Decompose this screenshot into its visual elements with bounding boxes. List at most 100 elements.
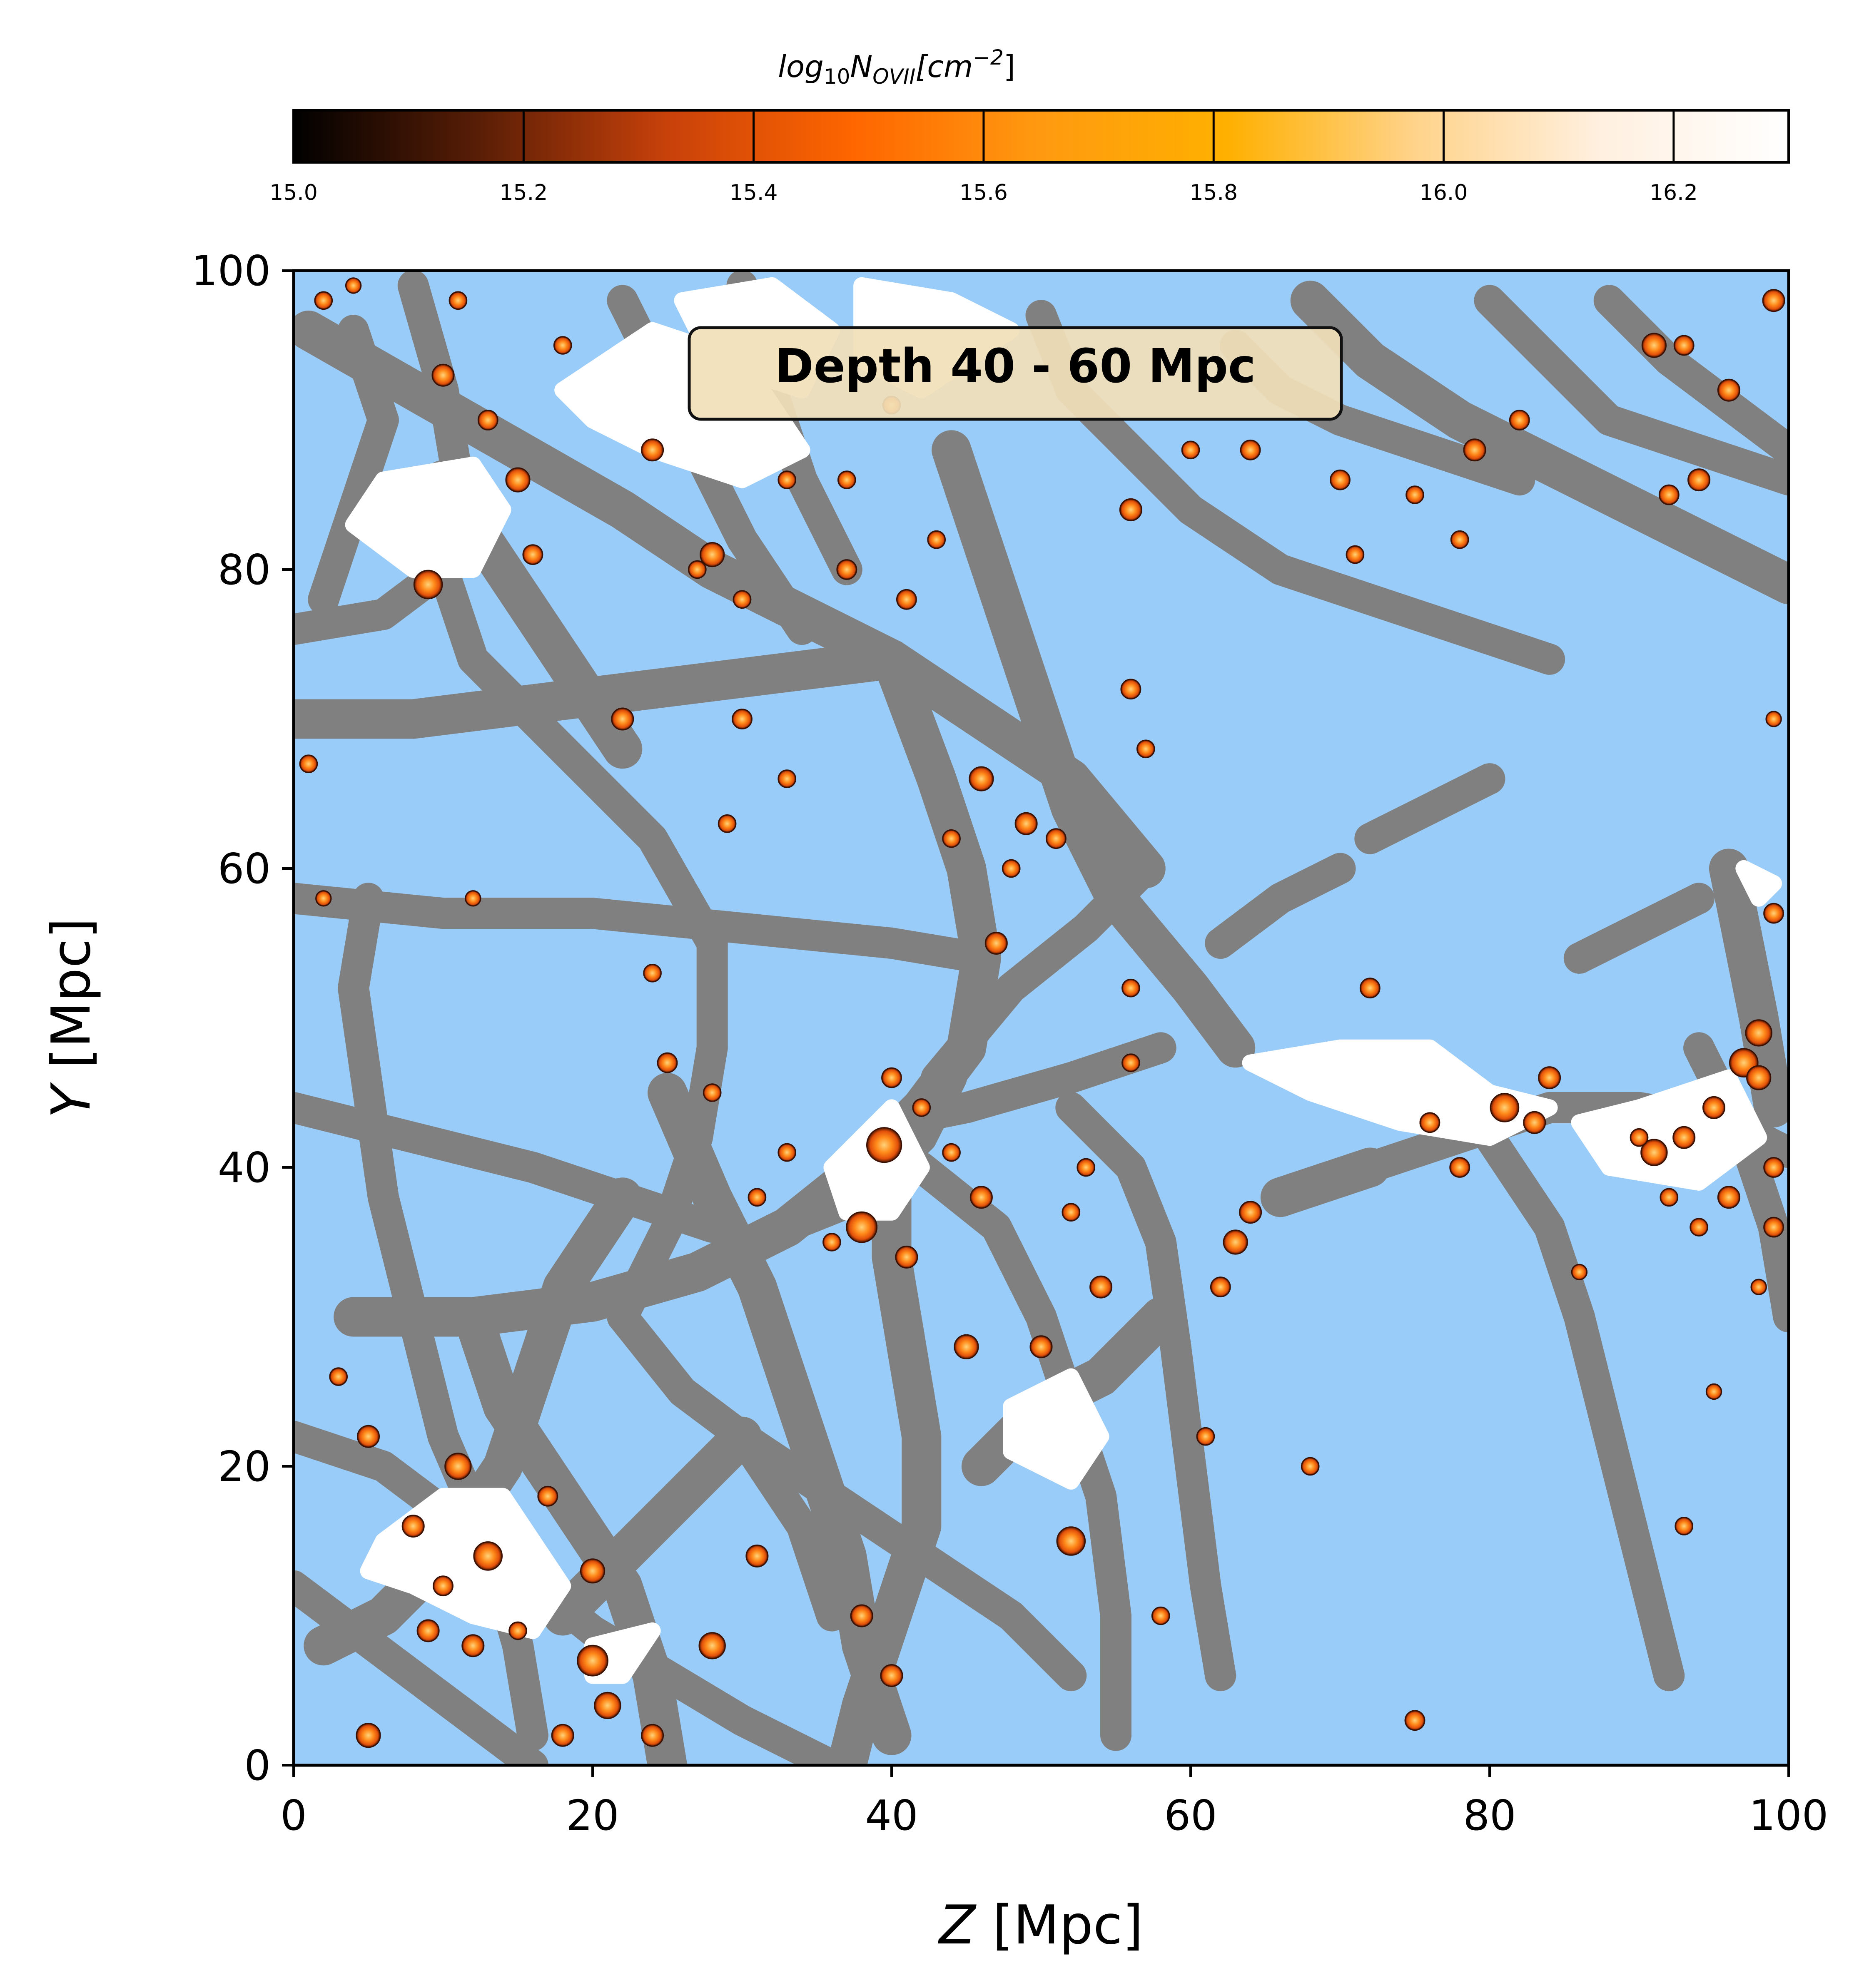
filament — [294, 311, 1166, 888]
ovii-clump — [1658, 484, 1680, 505]
ovii-clump — [473, 1541, 503, 1571]
ovii-clump — [778, 769, 796, 788]
ovii-clump — [954, 1334, 979, 1359]
ovii-clump — [522, 544, 543, 565]
ovii-clump — [577, 1645, 608, 1677]
ovii-clump — [1490, 1093, 1520, 1122]
ovii-clump — [912, 1098, 931, 1117]
ovii-clump — [1763, 1217, 1784, 1238]
filament — [308, 315, 399, 615]
ovii-clump — [1404, 1710, 1425, 1731]
ovii-clump — [1301, 1457, 1320, 1476]
ovii-clump — [553, 336, 572, 355]
ovii-clump — [401, 1515, 425, 1538]
ovii-clump — [896, 589, 917, 610]
ovii-clump — [718, 814, 737, 833]
colorbar-label: log10NOVII[cm−2] — [778, 45, 1015, 89]
x-tick-label: 20 — [566, 1791, 619, 1840]
ovii-clump — [594, 1692, 621, 1719]
ovii-clump — [1450, 530, 1469, 549]
ovii-clump — [1702, 1096, 1725, 1119]
ovii-clump — [1687, 468, 1711, 492]
ovii-clump — [1717, 378, 1740, 402]
hot-node — [345, 456, 511, 578]
filament — [294, 1570, 548, 1765]
ovii-clump — [846, 1211, 878, 1243]
ovii-clump — [969, 766, 994, 791]
x-tick-label: 100 — [1749, 1791, 1829, 1840]
colorbar-tick-label: 16.2 — [1650, 180, 1698, 205]
ovii-clump — [465, 890, 481, 907]
ovii-clump — [984, 932, 1008, 955]
ovii-clump — [477, 410, 498, 430]
ovii-clump — [866, 1127, 902, 1163]
ovii-clump — [345, 277, 362, 294]
ovii-clump — [329, 1367, 348, 1386]
ovii-clump — [895, 1245, 918, 1269]
y-tick-label: 0 — [244, 1741, 271, 1790]
filament — [1563, 883, 1715, 974]
ovii-clump — [837, 470, 856, 489]
ovii-clump — [1640, 1139, 1668, 1166]
annotation-text: Depth 40 - 60 Mpc — [775, 339, 1256, 393]
filament — [453, 1297, 687, 1765]
ovii-clump — [1745, 1019, 1772, 1047]
ovii-clump — [703, 1083, 722, 1102]
annotation-box — [688, 326, 1343, 421]
filament — [827, 1147, 942, 1765]
ovii-clump — [1029, 1335, 1053, 1359]
ovii-clump — [1765, 711, 1782, 727]
ovii-clump — [1763, 903, 1784, 924]
y-tick-label: 80 — [218, 545, 271, 594]
filament — [648, 1073, 912, 1755]
filament — [1474, 285, 1789, 496]
ovii-clump — [641, 438, 664, 462]
ovii-clump — [1120, 679, 1141, 700]
ovii-clump — [1089, 1275, 1113, 1299]
ovii-clump — [1196, 1427, 1215, 1446]
ovii-clump — [822, 1233, 841, 1252]
ovii-clump — [1239, 1201, 1262, 1224]
y-tick-label: 60 — [218, 844, 271, 893]
ovii-clump — [299, 754, 318, 773]
ovii-clump — [1330, 469, 1351, 490]
filament — [1354, 763, 1505, 854]
ovii-clump — [1762, 289, 1785, 312]
filament — [726, 1421, 1087, 1692]
ovii-clump — [315, 890, 332, 907]
ovii-clump — [431, 363, 455, 387]
ovii-clump — [880, 1664, 903, 1687]
filament — [1260, 1147, 1390, 1217]
ovii-clump — [1571, 1264, 1588, 1281]
ovii-clump — [580, 1558, 606, 1584]
ovii-clump — [1181, 440, 1200, 460]
ovii-clump — [1763, 1157, 1784, 1178]
ovii-clumps — [299, 277, 1785, 1748]
y-tick-label: 100 — [191, 246, 271, 295]
ovii-clump — [688, 560, 707, 579]
ovii-clump — [416, 1619, 440, 1642]
y-tick-label: 20 — [218, 1442, 271, 1491]
ovii-clump — [1240, 439, 1261, 460]
ovii-clump — [745, 1544, 769, 1568]
colorbar-tick-label: 15.6 — [959, 180, 1008, 205]
colorbar-tick-label: 15.4 — [730, 180, 778, 205]
ovii-clump — [1523, 1111, 1546, 1134]
ovii-clump — [1449, 1157, 1470, 1178]
hot-node — [1242, 1039, 1558, 1146]
x-tick-label: 40 — [865, 1791, 918, 1840]
ovii-clump — [1002, 859, 1021, 878]
ovii-clump — [1077, 1158, 1095, 1177]
filament — [294, 883, 997, 974]
colorbar-tick-label: 15.8 — [1189, 180, 1238, 205]
density-field — [294, 271, 1789, 1765]
ovii-clump — [748, 1188, 767, 1207]
ovii-clump — [1419, 1112, 1440, 1133]
hot-node — [1003, 1368, 1109, 1490]
ovii-clump — [357, 1425, 380, 1448]
ovii-clump — [1223, 1229, 1248, 1255]
ovii-clump — [551, 1724, 574, 1747]
ovii-clump — [698, 1632, 726, 1660]
ovii-clump — [1717, 1186, 1740, 1209]
